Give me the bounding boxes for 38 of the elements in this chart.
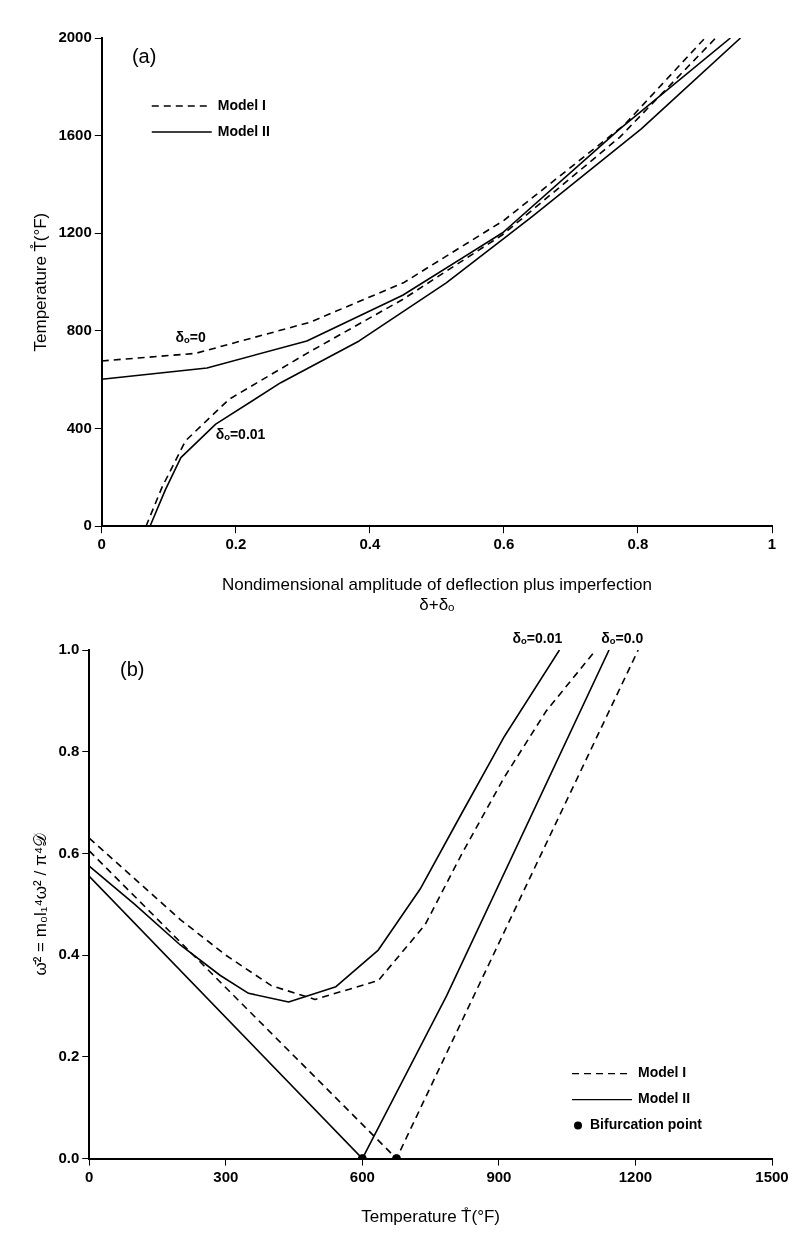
legend-label: Bifurcation point xyxy=(590,1116,703,1133)
x-tick-label: 300 xyxy=(213,1167,239,1185)
text: δₒ=0.0 xyxy=(601,630,644,647)
x-axis-title: Nondimensional amplitude of deflection plus imperfection δ+δₒ xyxy=(221,575,652,615)
x-tick-label: 1 xyxy=(767,535,777,553)
x-tick-label: 0.4 xyxy=(359,535,381,553)
x-tick-label: 0.6 xyxy=(493,535,515,553)
x-tick-label: 900 xyxy=(486,1167,512,1185)
legend-label: Model I xyxy=(217,96,266,113)
y-tick-label: 0.2 xyxy=(58,1047,80,1065)
x-axis-title: Temperature T̊(°F) xyxy=(361,1207,500,1227)
x-tick-label: 0.8 xyxy=(627,535,649,553)
y-tick-label: 1.0 xyxy=(58,640,80,658)
y-axis-title: ω̄² = m₀l₁⁴ω² / π⁴𝒟 xyxy=(30,833,50,976)
legend-label: Model II xyxy=(638,1090,691,1107)
text: δₒ=0.01 xyxy=(512,630,563,647)
y-tick-label: 400 xyxy=(66,418,92,436)
y-tick-label: 2000 xyxy=(58,28,92,46)
x-tick-label: 1200 xyxy=(618,1167,653,1185)
y-axis-title: Temperature T̊(°F) xyxy=(30,212,50,352)
legend-label: Model I xyxy=(638,1064,687,1081)
x-tick-label: 0.2 xyxy=(225,535,247,553)
x-tick-label: 0 xyxy=(97,535,106,553)
y-tick-label: 800 xyxy=(66,321,92,339)
y-tick-label: 1200 xyxy=(58,223,92,241)
y-tick-label: 0.4 xyxy=(58,945,80,963)
x-tick-label: 600 xyxy=(349,1167,375,1185)
annotation: (b) xyxy=(119,657,145,680)
annotation: δₒ=0 xyxy=(175,328,206,345)
y-tick-label: 0 xyxy=(83,516,92,534)
legend-label: Model II xyxy=(217,122,270,139)
y-tick-label: 0.8 xyxy=(58,741,80,759)
y-tick-label: 0.6 xyxy=(58,843,80,861)
annotation: (a) xyxy=(131,45,157,68)
annotation: δₒ=0.01 xyxy=(215,426,266,443)
x-tick-label: 1500 xyxy=(755,1167,789,1185)
y-tick-label: 1600 xyxy=(58,125,92,143)
y-tick-label: 0.0 xyxy=(58,1148,80,1166)
